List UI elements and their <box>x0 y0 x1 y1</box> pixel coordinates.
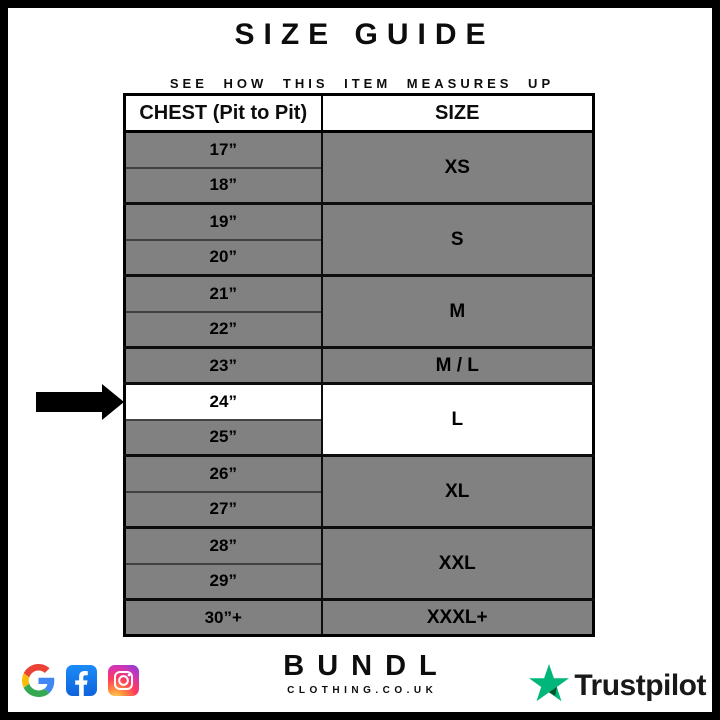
size-cell: XXXL+ <box>320 598 594 636</box>
table-row: 30”+ XXXL+ <box>124 598 594 636</box>
size-cell: M / L <box>320 346 594 384</box>
table-row: 20” <box>124 238 594 276</box>
facebook-icon[interactable] <box>66 665 97 701</box>
arrow-head-icon <box>102 383 124 420</box>
brand-name: BUNDL <box>283 650 450 682</box>
chest-cell: 17” <box>124 130 323 168</box>
chest-cell: 18” <box>124 166 323 204</box>
table-row: 17” XS <box>124 130 594 204</box>
size-column-header: SIZE <box>320 94 595 133</box>
page-title: SIZE GUIDE <box>234 18 495 51</box>
chest-cell: 24” <box>124 382 323 420</box>
chest-cell: 20” <box>124 238 323 276</box>
table-row: 27” <box>124 490 594 528</box>
table-row: 28” XXL <box>124 526 594 600</box>
trustpilot-star-icon <box>529 664 570 707</box>
table-row: 26” XL <box>124 454 594 528</box>
chest-cell: 30”+ <box>124 598 323 636</box>
brand-domain: CLOTHING.CO.UK <box>287 685 438 696</box>
size-cell: S <box>320 202 594 276</box>
footer-social-links <box>22 664 139 702</box>
page-subtitle: SEE HOW THIS ITEM MEASURES UP <box>169 76 555 91</box>
instagram-icon[interactable] <box>108 665 139 701</box>
table-row: 24” L <box>124 382 594 456</box>
arrow-shaft-icon <box>36 391 102 412</box>
brand-logo: BUNDL CLOTHING.CO.UK <box>8 650 712 697</box>
chest-column-header: CHEST (Pit to Pit) <box>123 94 323 133</box>
chest-cell: 28” <box>124 526 323 564</box>
size-cell: XXL <box>320 526 594 600</box>
size-cell: XS <box>320 130 594 204</box>
size-cell: XL <box>320 454 594 528</box>
size-table-body: 17” XS 18” 19” S 20” 21” M 22” 23” M / L 24” L 25” 26”… <box>124 130 594 636</box>
chest-cell: 26” <box>124 454 323 492</box>
table-row: 25” <box>124 418 594 456</box>
chest-cell: 19” <box>124 202 323 240</box>
trustpilot-label: Trustpilot <box>574 668 706 702</box>
chest-cell: 21” <box>124 274 323 312</box>
table-row: 21” M <box>124 274 594 348</box>
trustpilot-logo[interactable]: Trustpilot <box>529 664 706 707</box>
chest-cell: 27” <box>124 490 323 528</box>
size-cell: M <box>320 274 594 348</box>
selection-arrow <box>36 383 124 420</box>
table-row: 29” <box>124 562 594 600</box>
google-icon[interactable] <box>22 664 55 702</box>
size-table: CHEST (Pit to Pit) SIZE 17” XS 18” 19” S 20” 2… <box>123 93 595 637</box>
table-header-row: CHEST (Pit to Pit) SIZE <box>123 94 595 133</box>
chest-cell: 25” <box>124 418 323 456</box>
table-row: 22” <box>124 310 594 348</box>
table-row: 19” S <box>124 202 594 276</box>
chest-cell: 23” <box>124 346 323 384</box>
table-row: 18” <box>124 166 594 204</box>
size-cell: L <box>320 382 594 456</box>
chest-cell: 29” <box>124 562 323 600</box>
chest-cell: 22” <box>124 310 323 348</box>
table-row: 23” M / L <box>124 346 594 384</box>
